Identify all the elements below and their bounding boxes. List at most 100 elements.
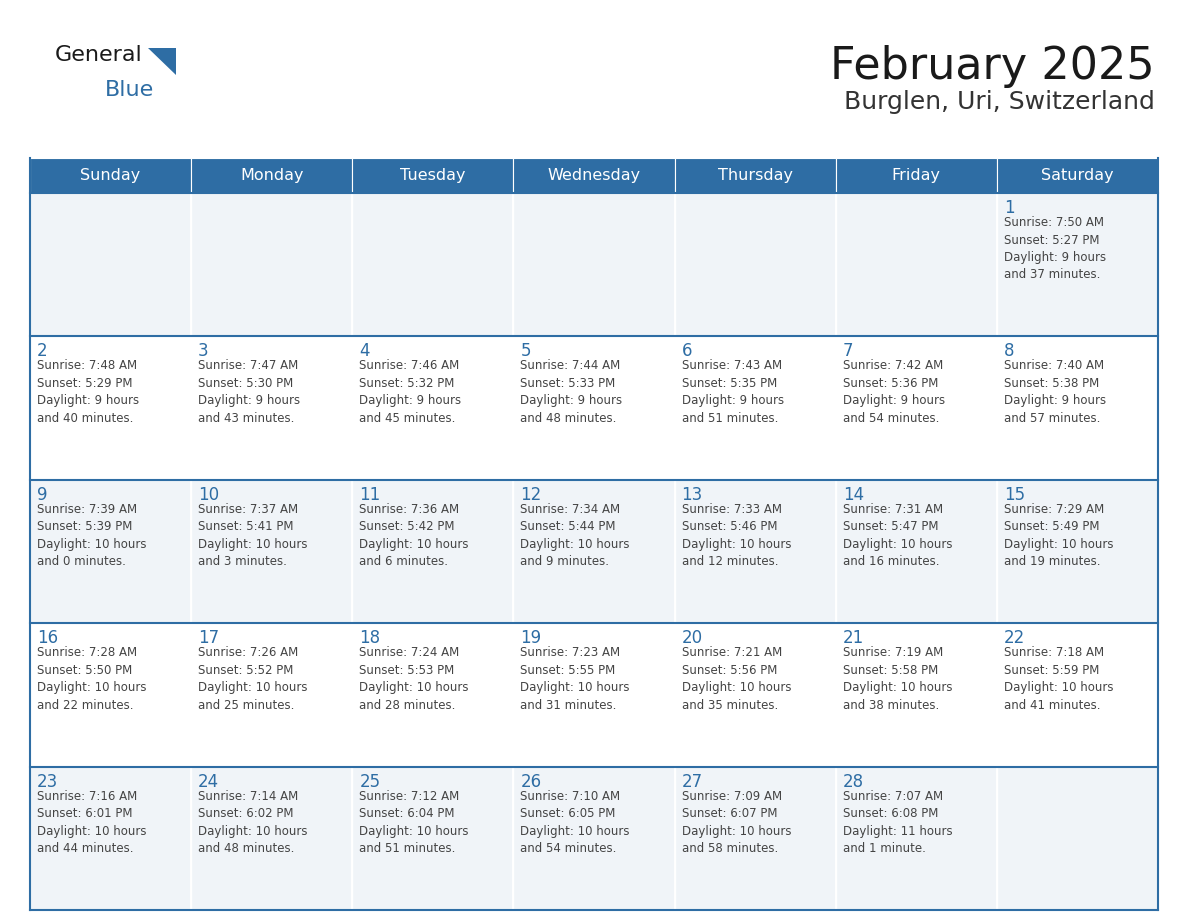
Bar: [191, 193, 353, 336]
Text: 14: 14: [842, 486, 864, 504]
Text: 15: 15: [1004, 486, 1025, 504]
Text: Sunrise: 7:44 AM
Sunset: 5:33 PM
Daylight: 9 hours
and 48 minutes.: Sunrise: 7:44 AM Sunset: 5:33 PM Dayligh…: [520, 360, 623, 425]
Bar: [675, 767, 835, 910]
Bar: [675, 158, 835, 193]
Bar: [353, 623, 513, 767]
Text: Sunrise: 7:34 AM
Sunset: 5:44 PM
Daylight: 10 hours
and 9 minutes.: Sunrise: 7:34 AM Sunset: 5:44 PM Dayligh…: [520, 503, 630, 568]
Text: 11: 11: [359, 486, 380, 504]
Text: 3: 3: [198, 342, 209, 361]
Bar: [675, 193, 835, 336]
Text: February 2025: February 2025: [830, 45, 1155, 88]
Text: Blue: Blue: [105, 80, 154, 100]
Text: Thursday: Thursday: [718, 168, 792, 183]
Text: Sunrise: 7:19 AM
Sunset: 5:58 PM
Daylight: 10 hours
and 38 minutes.: Sunrise: 7:19 AM Sunset: 5:58 PM Dayligh…: [842, 646, 953, 711]
Text: 17: 17: [198, 629, 220, 647]
Text: Monday: Monday: [240, 168, 303, 183]
Bar: [30, 623, 191, 767]
Bar: [835, 480, 997, 623]
Bar: [30, 158, 191, 193]
Bar: [675, 623, 835, 767]
Text: 13: 13: [682, 486, 703, 504]
Text: 4: 4: [359, 342, 369, 361]
Text: 10: 10: [198, 486, 220, 504]
Bar: [997, 158, 1158, 193]
Bar: [513, 158, 675, 193]
Text: Sunrise: 7:33 AM
Sunset: 5:46 PM
Daylight: 10 hours
and 12 minutes.: Sunrise: 7:33 AM Sunset: 5:46 PM Dayligh…: [682, 503, 791, 568]
Text: 26: 26: [520, 773, 542, 790]
Bar: [191, 336, 353, 480]
Text: 6: 6: [682, 342, 693, 361]
Bar: [997, 767, 1158, 910]
Text: 7: 7: [842, 342, 853, 361]
Text: Sunrise: 7:07 AM
Sunset: 6:08 PM
Daylight: 11 hours
and 1 minute.: Sunrise: 7:07 AM Sunset: 6:08 PM Dayligh…: [842, 789, 953, 855]
Text: Sunrise: 7:16 AM
Sunset: 6:01 PM
Daylight: 10 hours
and 44 minutes.: Sunrise: 7:16 AM Sunset: 6:01 PM Dayligh…: [37, 789, 146, 855]
Text: Sunrise: 7:50 AM
Sunset: 5:27 PM
Daylight: 9 hours
and 37 minutes.: Sunrise: 7:50 AM Sunset: 5:27 PM Dayligh…: [1004, 216, 1106, 282]
Text: Sunrise: 7:09 AM
Sunset: 6:07 PM
Daylight: 10 hours
and 58 minutes.: Sunrise: 7:09 AM Sunset: 6:07 PM Dayligh…: [682, 789, 791, 855]
Bar: [835, 193, 997, 336]
Text: Sunday: Sunday: [81, 168, 140, 183]
Text: Sunrise: 7:43 AM
Sunset: 5:35 PM
Daylight: 9 hours
and 51 minutes.: Sunrise: 7:43 AM Sunset: 5:35 PM Dayligh…: [682, 360, 784, 425]
Text: General: General: [55, 45, 143, 65]
Text: Sunrise: 7:26 AM
Sunset: 5:52 PM
Daylight: 10 hours
and 25 minutes.: Sunrise: 7:26 AM Sunset: 5:52 PM Dayligh…: [198, 646, 308, 711]
Bar: [513, 623, 675, 767]
Text: Friday: Friday: [892, 168, 941, 183]
Bar: [513, 767, 675, 910]
Text: 9: 9: [37, 486, 48, 504]
Bar: [353, 480, 513, 623]
Bar: [30, 336, 191, 480]
Text: Sunrise: 7:40 AM
Sunset: 5:38 PM
Daylight: 9 hours
and 57 minutes.: Sunrise: 7:40 AM Sunset: 5:38 PM Dayligh…: [1004, 360, 1106, 425]
Bar: [835, 158, 997, 193]
Bar: [30, 193, 191, 336]
Text: 2: 2: [37, 342, 48, 361]
Text: Sunrise: 7:37 AM
Sunset: 5:41 PM
Daylight: 10 hours
and 3 minutes.: Sunrise: 7:37 AM Sunset: 5:41 PM Dayligh…: [198, 503, 308, 568]
Bar: [513, 193, 675, 336]
Text: 20: 20: [682, 629, 702, 647]
Bar: [835, 336, 997, 480]
Text: 25: 25: [359, 773, 380, 790]
Text: 12: 12: [520, 486, 542, 504]
Text: 21: 21: [842, 629, 864, 647]
Text: Sunrise: 7:21 AM
Sunset: 5:56 PM
Daylight: 10 hours
and 35 minutes.: Sunrise: 7:21 AM Sunset: 5:56 PM Dayligh…: [682, 646, 791, 711]
Bar: [30, 767, 191, 910]
Text: Sunrise: 7:18 AM
Sunset: 5:59 PM
Daylight: 10 hours
and 41 minutes.: Sunrise: 7:18 AM Sunset: 5:59 PM Dayligh…: [1004, 646, 1113, 711]
Text: 18: 18: [359, 629, 380, 647]
Bar: [997, 480, 1158, 623]
Polygon shape: [148, 48, 176, 75]
Text: Sunrise: 7:12 AM
Sunset: 6:04 PM
Daylight: 10 hours
and 51 minutes.: Sunrise: 7:12 AM Sunset: 6:04 PM Dayligh…: [359, 789, 469, 855]
Text: Sunrise: 7:10 AM
Sunset: 6:05 PM
Daylight: 10 hours
and 54 minutes.: Sunrise: 7:10 AM Sunset: 6:05 PM Dayligh…: [520, 789, 630, 855]
Text: Sunrise: 7:29 AM
Sunset: 5:49 PM
Daylight: 10 hours
and 19 minutes.: Sunrise: 7:29 AM Sunset: 5:49 PM Dayligh…: [1004, 503, 1113, 568]
Bar: [513, 480, 675, 623]
Text: 28: 28: [842, 773, 864, 790]
Text: Sunrise: 7:28 AM
Sunset: 5:50 PM
Daylight: 10 hours
and 22 minutes.: Sunrise: 7:28 AM Sunset: 5:50 PM Dayligh…: [37, 646, 146, 711]
Text: Sunrise: 7:39 AM
Sunset: 5:39 PM
Daylight: 10 hours
and 0 minutes.: Sunrise: 7:39 AM Sunset: 5:39 PM Dayligh…: [37, 503, 146, 568]
Text: Tuesday: Tuesday: [400, 168, 466, 183]
Bar: [353, 336, 513, 480]
Bar: [353, 158, 513, 193]
Text: 1: 1: [1004, 199, 1015, 217]
Bar: [191, 158, 353, 193]
Text: Sunrise: 7:47 AM
Sunset: 5:30 PM
Daylight: 9 hours
and 43 minutes.: Sunrise: 7:47 AM Sunset: 5:30 PM Dayligh…: [198, 360, 301, 425]
Bar: [997, 336, 1158, 480]
Text: 24: 24: [198, 773, 220, 790]
Bar: [675, 336, 835, 480]
Text: Wednesday: Wednesday: [548, 168, 640, 183]
Text: 16: 16: [37, 629, 58, 647]
Text: Sunrise: 7:31 AM
Sunset: 5:47 PM
Daylight: 10 hours
and 16 minutes.: Sunrise: 7:31 AM Sunset: 5:47 PM Dayligh…: [842, 503, 953, 568]
Text: Sunrise: 7:14 AM
Sunset: 6:02 PM
Daylight: 10 hours
and 48 minutes.: Sunrise: 7:14 AM Sunset: 6:02 PM Dayligh…: [198, 789, 308, 855]
Text: Sunrise: 7:36 AM
Sunset: 5:42 PM
Daylight: 10 hours
and 6 minutes.: Sunrise: 7:36 AM Sunset: 5:42 PM Dayligh…: [359, 503, 469, 568]
Text: 8: 8: [1004, 342, 1015, 361]
Text: Sunrise: 7:24 AM
Sunset: 5:53 PM
Daylight: 10 hours
and 28 minutes.: Sunrise: 7:24 AM Sunset: 5:53 PM Dayligh…: [359, 646, 469, 711]
Bar: [835, 767, 997, 910]
Bar: [997, 623, 1158, 767]
Text: 22: 22: [1004, 629, 1025, 647]
Text: Saturday: Saturday: [1041, 168, 1113, 183]
Text: Sunrise: 7:48 AM
Sunset: 5:29 PM
Daylight: 9 hours
and 40 minutes.: Sunrise: 7:48 AM Sunset: 5:29 PM Dayligh…: [37, 360, 139, 425]
Bar: [191, 767, 353, 910]
Text: Sunrise: 7:42 AM
Sunset: 5:36 PM
Daylight: 9 hours
and 54 minutes.: Sunrise: 7:42 AM Sunset: 5:36 PM Dayligh…: [842, 360, 944, 425]
Text: 5: 5: [520, 342, 531, 361]
Text: Burglen, Uri, Switzerland: Burglen, Uri, Switzerland: [845, 90, 1155, 114]
Bar: [191, 480, 353, 623]
Bar: [353, 767, 513, 910]
Text: 19: 19: [520, 629, 542, 647]
Text: 23: 23: [37, 773, 58, 790]
